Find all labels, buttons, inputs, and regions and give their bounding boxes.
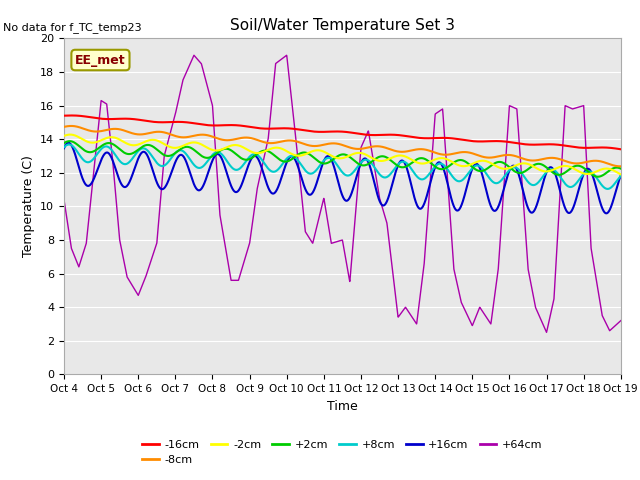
Legend: -16cm, -8cm, -2cm, +2cm, +8cm, +16cm, +64cm: -16cm, -8cm, -2cm, +2cm, +8cm, +16cm, +6… [138, 435, 547, 469]
Y-axis label: Temperature (C): Temperature (C) [22, 156, 35, 257]
X-axis label: Time: Time [327, 400, 358, 413]
Text: No data for f_TC_temp23: No data for f_TC_temp23 [3, 22, 142, 33]
Text: EE_met: EE_met [75, 53, 126, 67]
Title: Soil/Water Temperature Set 3: Soil/Water Temperature Set 3 [230, 18, 455, 33]
